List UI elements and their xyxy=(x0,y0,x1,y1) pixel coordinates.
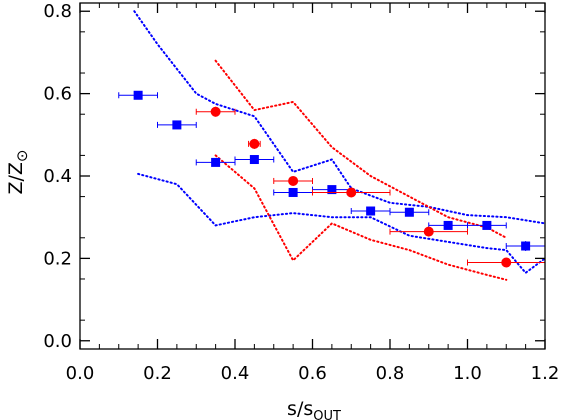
square-marker xyxy=(288,187,298,197)
red-circle-point-0 xyxy=(195,106,236,117)
blue-square-point-4 xyxy=(273,187,313,197)
red-circle-point-1 xyxy=(248,138,261,149)
circle-marker xyxy=(288,175,299,186)
circle-marker xyxy=(501,257,512,268)
blue-square-point-0 xyxy=(118,90,158,100)
x-tick-label: 0.4 xyxy=(221,363,250,384)
envelope-lines xyxy=(133,10,546,281)
red-circle-point-4 xyxy=(389,226,468,237)
y-axis-label-main: Z/Z xyxy=(5,162,27,194)
blue-square-point-8 xyxy=(428,220,468,230)
x-axis-label: s/sOUT xyxy=(287,398,341,420)
x-axis-label-text: s/sOUT xyxy=(287,398,341,420)
square-marker xyxy=(482,220,492,230)
square-marker xyxy=(521,241,531,251)
x-tick-label: 0.0 xyxy=(66,363,95,384)
y-tick-label: 0.6 xyxy=(43,84,72,105)
envelope-line-2 xyxy=(214,59,508,239)
blue-square-point-10 xyxy=(505,241,546,251)
y-axis-label: Z/Z⊙ xyxy=(5,149,31,194)
y-axis-label-text: Z/Z⊙ xyxy=(5,149,31,194)
axes: 0.0 0.2 0.4 0.6 0.8 1.0 1.2 0.0 0.2 0.4 0.6 0.8 xyxy=(43,1,559,384)
circle-marker xyxy=(346,187,357,198)
y-tick-label: 0.8 xyxy=(43,1,72,22)
envelope-line-1 xyxy=(137,172,546,275)
blue-square-point-6 xyxy=(350,206,391,216)
envelope-line-3 xyxy=(214,154,508,281)
square-marker xyxy=(172,120,182,130)
x-tick-label: 1.2 xyxy=(531,363,560,384)
y-axis-label-symbol: ⊙ xyxy=(13,149,31,162)
blue-square-point-2 xyxy=(195,157,236,167)
blue-square-point-7 xyxy=(389,207,430,217)
circle-marker xyxy=(210,106,221,117)
square-marker xyxy=(327,185,337,195)
red-circle-point-2 xyxy=(273,175,313,186)
envelope-line-0 xyxy=(133,10,546,225)
blue-square-point-3 xyxy=(234,155,275,165)
blue-square-point-1 xyxy=(157,120,197,130)
square-marker xyxy=(366,206,376,216)
x-tick-label: 1.0 xyxy=(453,363,482,384)
square-marker xyxy=(404,207,414,217)
square-marker xyxy=(249,155,259,165)
blue-square-point-9 xyxy=(467,220,507,230)
y-tick-label: 0.0 xyxy=(43,331,72,352)
x-axis-label-sub: OUT xyxy=(313,409,341,420)
square-marker xyxy=(211,157,221,167)
square-marker xyxy=(443,220,453,230)
red-circle-point-3 xyxy=(312,187,391,198)
plot-frame xyxy=(79,2,546,350)
circle-marker xyxy=(249,138,260,149)
data-points xyxy=(118,90,546,268)
circle-marker xyxy=(423,226,434,237)
x-axis-label-main: s/s xyxy=(287,398,313,420)
square-marker xyxy=(133,90,143,100)
red-circle-point-5 xyxy=(467,257,546,268)
y-tick-label: 0.2 xyxy=(43,248,72,269)
y-tick-label: 0.4 xyxy=(43,166,72,187)
x-tick-label: 0.8 xyxy=(376,363,405,384)
x-tick-label: 0.6 xyxy=(298,363,327,384)
x-tick-label: 0.2 xyxy=(143,363,172,384)
